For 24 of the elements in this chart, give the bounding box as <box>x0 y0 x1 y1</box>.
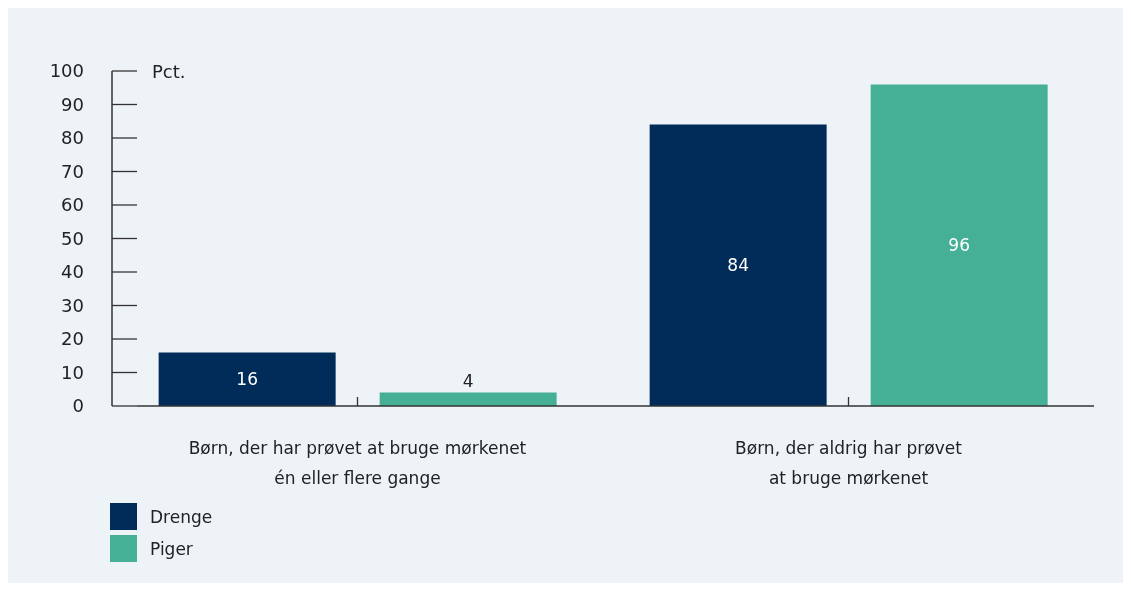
x-tick-label: Børn, der har prøvet at bruge mørkenet én eller flere gange <box>188 438 527 488</box>
y-tick-label: 60 <box>61 194 84 216</box>
x-tick-label: Børn, der aldrig har prøvet at bruge mørkenet <box>735 438 963 488</box>
y-tick-label: 30 <box>61 294 84 316</box>
y-tick-label: 80 <box>61 127 84 149</box>
bar <box>649 124 827 406</box>
y-tick-label: 50 <box>61 227 84 249</box>
data-label: 96 <box>948 235 970 256</box>
bar <box>158 352 336 406</box>
y-tick-label: 90 <box>61 93 84 115</box>
y-axis-title: Pct. <box>152 60 186 82</box>
y-tick-label: 40 <box>61 261 84 283</box>
y-tick-label: 100 <box>49 60 84 82</box>
data-label: 4 <box>462 370 474 391</box>
legend-label: Piger <box>150 538 193 559</box>
bar <box>379 392 557 406</box>
data-label: 84 <box>727 255 749 276</box>
y-tick-label: 0 <box>72 395 84 417</box>
bar <box>870 84 1048 406</box>
y-tick-label: 10 <box>61 361 84 383</box>
legend-label: Drenge <box>150 506 213 527</box>
y-tick-label: 20 <box>61 328 84 350</box>
data-label: 16 <box>236 369 258 390</box>
y-tick-label: 70 <box>61 160 84 182</box>
